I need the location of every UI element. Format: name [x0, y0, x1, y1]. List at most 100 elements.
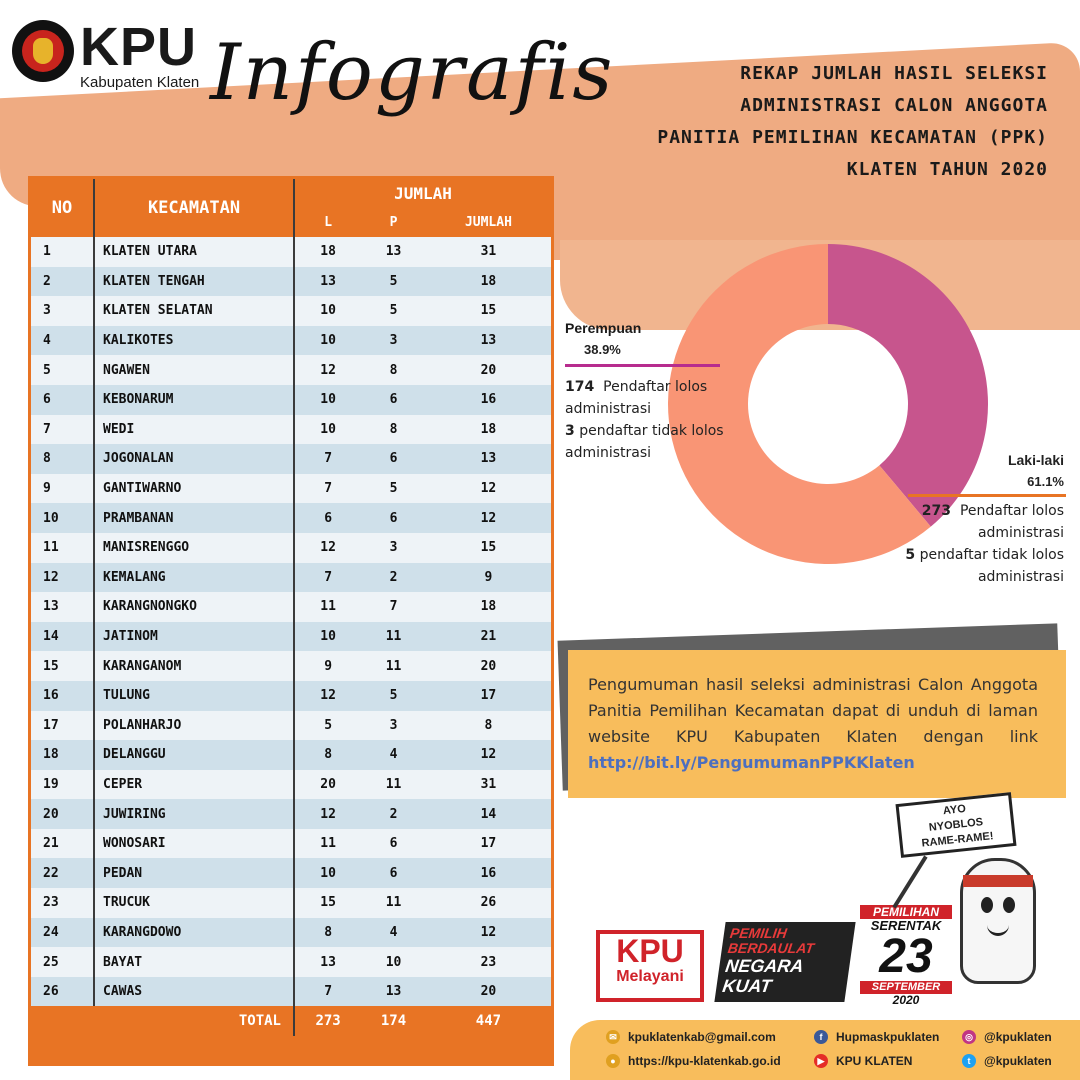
title-line: REKAP JUMLAH HASIL SELEKSI — [740, 63, 1048, 84]
row-jumlah: 15 — [425, 296, 551, 326]
footer-twitter-text: @kpuklaten — [984, 1054, 1052, 1068]
row-jumlah: 23 — [425, 947, 551, 977]
header-jumlah: JUMLAH — [294, 179, 551, 208]
pemilihan-serentak-logo: PEMILIHAN SERENTAK 23 SEPTEMBER 2020 — [860, 905, 952, 1010]
row-l: 11 — [294, 828, 362, 859]
row-l: 6 — [294, 503, 362, 533]
row-jumlah: 15 — [425, 532, 551, 563]
row-kecamatan: NGAWEN — [94, 355, 295, 385]
twitter-icon: t — [962, 1054, 976, 1068]
row-no: 15 — [31, 651, 95, 681]
female-label: Perempuan — [565, 320, 642, 336]
title-line: PANITIA PEMILIHAN KECAMATAN (PPK) — [657, 127, 1048, 148]
row-kecamatan: KLATEN SELATAN — [94, 296, 295, 326]
row-l: 12 — [294, 680, 362, 711]
pemilih-line-3: NEGARA — [724, 956, 805, 976]
table-row: 20 JUWIRING 12 2 14 — [31, 799, 551, 829]
table-row: 9 GANTIWARNO 7 5 12 — [31, 473, 551, 504]
row-l: 7 — [294, 473, 362, 504]
row-no: 13 — [31, 592, 95, 622]
footer-email[interactable]: ✉ kpuklatenkab@gmail.com — [606, 1030, 776, 1044]
header-kecamatan: KECAMATAN — [94, 179, 295, 237]
header-p: P — [361, 208, 426, 237]
kpu-logo: KPU Kabupaten Klaten — [12, 20, 199, 91]
row-kecamatan: WEDI — [94, 414, 295, 445]
row-p: 5 — [361, 266, 426, 297]
total-jumlah: 447 — [425, 1006, 551, 1037]
row-no: 19 — [31, 769, 95, 800]
row-kecamatan: KLATEN TENGAH — [94, 266, 295, 297]
row-no: 2 — [31, 266, 95, 297]
row-no: 7 — [31, 414, 95, 445]
male-percent: 61.1% — [1027, 474, 1064, 489]
female-passed-num: 174 — [565, 379, 595, 395]
row-kecamatan: WONOSARI — [94, 828, 295, 859]
table-row: 3 KLATEN SELATAN 10 5 15 — [31, 296, 551, 326]
female-failed-num: 3 — [565, 423, 575, 439]
table-row: 7 WEDI 10 8 18 — [31, 414, 551, 445]
row-jumlah: 20 — [425, 355, 551, 385]
table-row: 8 JOGONALAN 7 6 13 — [31, 444, 551, 474]
table-row: 6 KEBONARUM 10 6 16 — [31, 384, 551, 415]
row-l: 12 — [294, 532, 362, 563]
row-no: 11 — [31, 532, 95, 563]
male-failed-text: pendaftar tidak lolos administrasi — [919, 547, 1064, 585]
row-no: 26 — [31, 976, 95, 1007]
row-p: 6 — [361, 828, 426, 859]
row-l: 12 — [294, 799, 362, 829]
row-p: 11 — [361, 769, 426, 800]
serentak-date: 23 — [879, 930, 933, 983]
pemilih-berdaulat-logo: PEMILIH BERDAULAT NEGARA KUAT — [714, 922, 856, 1002]
row-kecamatan: TRUCUK — [94, 888, 295, 918]
footer-youtube-text: KPU KLATEN — [836, 1054, 913, 1068]
table-row: 14 JATINOM 10 11 21 — [31, 621, 551, 652]
table-row: 15 KARANGANOM 9 11 20 — [31, 651, 551, 681]
kpu-melayani-text: KPU — [616, 933, 684, 969]
row-kecamatan: POLANHARJO — [94, 710, 295, 741]
row-jumlah: 20 — [425, 976, 551, 1007]
script-title: Infografis — [210, 28, 615, 118]
table-row: 16 TULUNG 12 5 17 — [31, 680, 551, 711]
row-l: 10 — [294, 621, 362, 652]
total-p: 174 — [361, 1006, 426, 1037]
female-legend-line — [565, 364, 720, 367]
footer-instagram[interactable]: ◎ @kpuklaten — [962, 1030, 1052, 1044]
row-l: 7 — [294, 562, 362, 593]
row-no: 22 — [31, 858, 95, 889]
row-kecamatan: PRAMBANAN — [94, 503, 295, 533]
row-p: 4 — [361, 740, 426, 770]
row-l: 10 — [294, 296, 362, 326]
male-failed-num: 5 — [905, 547, 916, 563]
row-no: 6 — [31, 384, 95, 415]
row-jumlah: 12 — [425, 740, 551, 770]
row-l: 8 — [294, 740, 362, 770]
pemilih-line-2: BERDAULAT — [726, 940, 816, 956]
row-no: 9 — [31, 473, 95, 504]
footer-youtube[interactable]: ▶ KPU KLATEN — [814, 1054, 912, 1068]
globe-icon: ● — [606, 1054, 620, 1068]
kpu-seal-icon — [12, 20, 74, 82]
org-sub: Kabupaten Klaten — [80, 74, 200, 91]
row-jumlah: 31 — [425, 769, 551, 800]
pemilih-line-4: KUAT — [721, 976, 773, 996]
kpu-melayani-logo: KPU Melayani — [596, 930, 704, 1002]
row-no: 5 — [31, 355, 95, 385]
female-percent: 38.9% — [584, 342, 621, 357]
row-l: 20 — [294, 769, 362, 800]
row-l: 13 — [294, 266, 362, 297]
table-row: 12 KEMALANG 7 2 9 — [31, 562, 551, 593]
row-p: 6 — [361, 384, 426, 415]
row-l: 8 — [294, 917, 362, 948]
row-p: 11 — [361, 888, 426, 918]
footer-twitter[interactable]: t @kpuklaten — [962, 1054, 1052, 1068]
row-l: 11 — [294, 592, 362, 622]
footer-website[interactable]: ● https://kpu-klatenkab.go.id — [606, 1054, 781, 1068]
row-p: 4 — [361, 917, 426, 948]
row-kecamatan: KARANGDOWO — [94, 917, 295, 948]
row-no: 24 — [31, 917, 95, 948]
announcement-link[interactable]: http://bit.ly/PengumumanPPKKlaten — [588, 753, 915, 772]
row-kecamatan: MANISRENGGO — [94, 532, 295, 563]
footer-facebook[interactable]: f Hupmaskpuklaten — [814, 1030, 939, 1044]
table-row: 24 KARANGDOWO 8 4 12 — [31, 917, 551, 948]
serentak-line-1: PEMILIHAN — [860, 905, 952, 919]
